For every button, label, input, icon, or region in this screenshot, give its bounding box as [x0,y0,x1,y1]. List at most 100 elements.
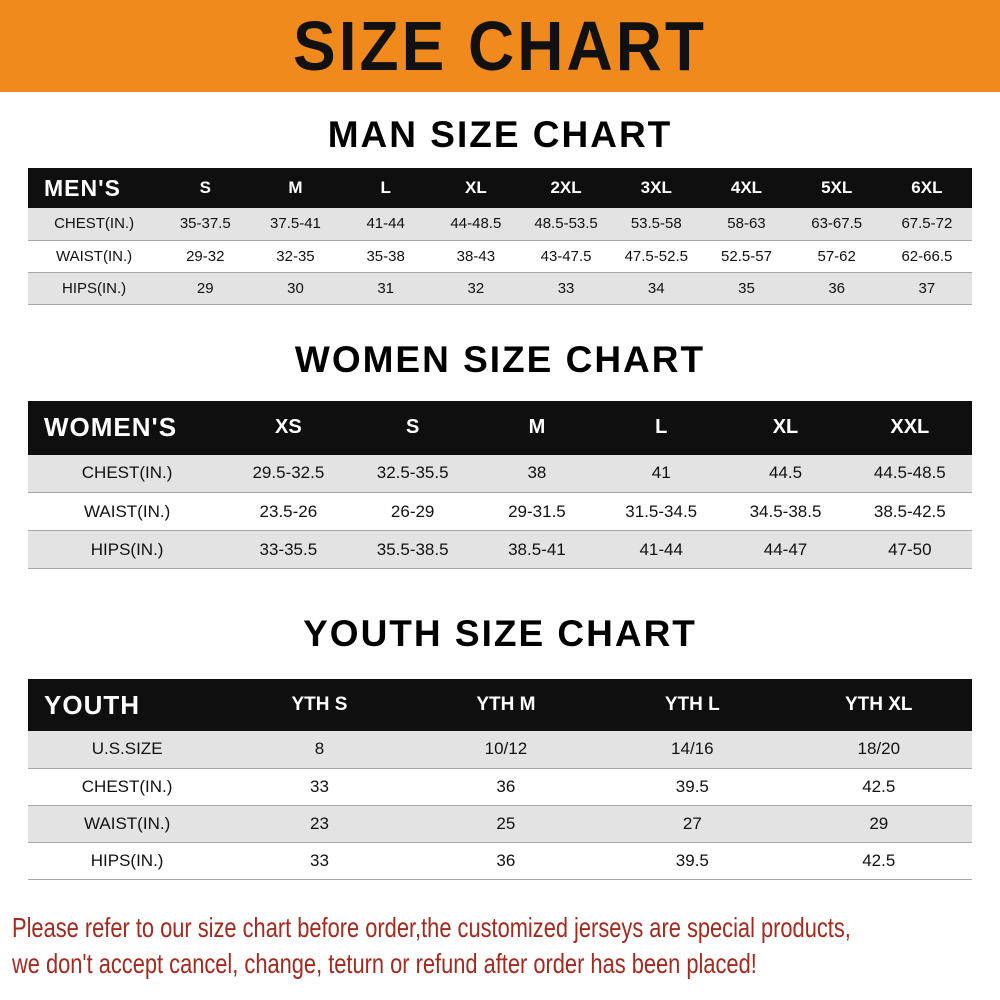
size-value: 35-38 [366,247,405,265]
size-value: 42.5 [862,776,896,796]
size-value: 36 [496,776,516,796]
disclaimer-line-1: Please refer to our size chart before or… [12,911,851,943]
size-value: 29 [869,813,889,833]
size-value: 37 [918,279,936,297]
column-header: YTH S [291,694,348,715]
size-value: 10/12 [484,739,528,759]
column-header: XL [465,178,487,197]
size-value: 36 [828,279,846,297]
size-value: 32-35 [276,247,315,265]
men-section-title: MAN SIZE CHART [327,114,673,155]
size-value: 52.5-57 [721,247,772,265]
size-value: 23 [309,813,329,833]
row-label: U.S.SIZE [91,739,163,759]
column-header: L [655,416,668,438]
size-value: 31.5-34.5 [625,501,698,521]
size-value: 39.5 [675,850,709,870]
table-row: WAIST(IN.) 29-32 32-35 35-38 38-43 43-47… [28,240,972,272]
size-value: 36 [496,850,516,870]
column-header: 5XL [821,178,853,197]
column-header: M [528,416,546,438]
size-value: 67.5-72 [901,215,953,233]
table-row: CHEST(IN.) 33 36 39.5 42.5 [28,768,972,805]
size-value: 29 [196,279,214,297]
table-row: HIPS(IN.) 33-35.5 35.5-38.5 38.5-41 41-4… [28,530,972,569]
size-value: 32 [467,279,485,297]
size-value: 44-48.5 [450,215,502,233]
size-value: 8 [314,739,325,759]
column-header: 4XL [730,178,763,197]
size-value: 38-43 [456,247,496,265]
women-section: WOMEN SIZE CHART WOMEN'S XS S M L XL XXL… [0,339,1000,570]
column-header: S [199,178,211,197]
row-label: HIPS(IN.) [90,539,164,559]
size-value: 38.5-41 [508,539,566,559]
row-label: CHEST(IN.) [81,463,173,483]
size-value: 53.5-58 [630,215,682,233]
women-header-row: WOMEN'S XS S M L XL XXL [28,400,972,455]
table-row: WAIST(IN.) 23.5-26 26-29 29-31.5 31.5-34… [28,492,972,531]
size-value: 63-67.5 [811,215,863,233]
column-header: YTH XL [844,694,913,715]
size-value: 35 [738,279,755,297]
youth-section: YOUTH SIZE CHART YOUTH YTH S YTH M YTH L… [0,613,1000,880]
size-value: 27 [682,813,702,833]
size-value: 32.5-35.5 [376,463,449,483]
column-header: XXL [890,416,930,438]
table-row: WAIST(IN.) 23 25 27 29 [28,805,972,842]
size-value: 33 [309,776,329,796]
table-row: HIPS(IN.) 29 30 31 32 33 34 35 36 37 [28,272,972,304]
column-header: XL [772,416,799,438]
size-value: 44.5-48.5 [873,463,946,483]
men-header-row: MEN'S S M L XL 2XL 3XL 4XL 5XL 6XL [28,168,972,208]
size-value: 43-47.5 [540,247,592,265]
column-header: YTH M [476,694,536,715]
women-table-label: WOMEN'S [44,412,178,442]
size-value: 25 [496,813,516,833]
size-value: 29-32 [186,247,225,265]
size-value: 33-35.5 [259,539,318,559]
size-value: 58-63 [727,215,766,233]
size-value: 48.5-53.5 [534,215,598,233]
size-value: 37.5-41 [270,215,321,233]
row-label: WAIST(IN.) [83,501,171,521]
row-label: HIPS(IN.) [61,279,127,297]
disclaimer: Please refer to our size chart before or… [12,910,1000,984]
size-value: 18/20 [857,739,901,759]
men-size-table: MEN'S S M L XL 2XL 3XL 4XL 5XL 6XL CHEST… [28,168,972,305]
column-header: YTH L [664,694,720,715]
size-value: 31 [377,279,394,297]
table-row: CHEST(IN.) 29.5-32.5 32.5-35.5 38 41 44.… [28,454,972,493]
size-value: 41-44 [366,215,405,233]
youth-size-table: YOUTH YTH S YTH M YTH L YTH XL U.S.SIZE … [28,679,972,880]
size-value: 35-37.5 [179,215,231,233]
size-value: 14/16 [671,739,714,759]
banner: SIZE CHART [0,0,1000,92]
men-section: MAN SIZE CHART MEN'S S M L XL 2XL 3XL 4X… [0,114,1000,305]
size-value: 38 [527,463,547,483]
size-value: 44.5 [768,463,803,483]
youth-section-title: YOUTH SIZE CHART [303,613,697,654]
size-value: 42.5 [862,850,896,870]
size-value: 29-31.5 [508,501,566,521]
column-header: S [405,416,420,438]
youth-table-label: YOUTH [44,689,140,720]
row-label: WAIST(IN.) [83,813,171,833]
size-value: 41-44 [639,539,683,559]
size-value: 44-47 [763,539,808,559]
row-label: HIPS(IN.) [90,850,164,870]
size-value: 62-66.5 [901,247,953,265]
column-header: XS [275,416,302,438]
size-value: 29.5-32.5 [252,463,325,483]
size-value: 26-29 [390,501,435,521]
page-title: SIZE CHART [293,7,707,85]
size-value: 34.5-38.5 [749,501,822,521]
table-row: CHEST(IN.) 35-37.5 37.5-41 41-44 44-48.5… [28,208,972,240]
youth-header-row: YOUTH YTH S YTH M YTH L YTH XL [28,679,972,731]
women-size-table: WOMEN'S XS S M L XL XXL CHEST(IN.) 29.5-… [28,400,972,570]
column-header: L [380,178,391,197]
row-label: CHEST(IN.) [81,776,173,796]
size-value: 47-50 [888,539,932,559]
table-row: U.S.SIZE 8 10/12 14/16 18/20 [28,731,972,768]
size-value: 35.5-38.5 [376,539,449,559]
